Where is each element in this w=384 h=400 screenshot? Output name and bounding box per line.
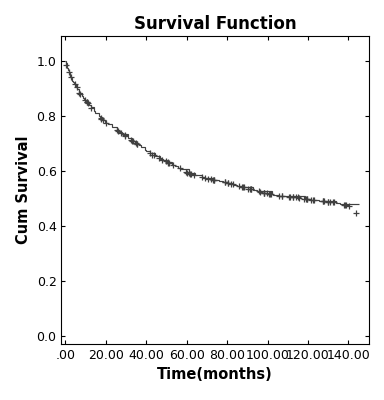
X-axis label: Time(months): Time(months): [157, 368, 273, 382]
Title: Survival Function: Survival Function: [134, 15, 296, 33]
Y-axis label: Cum Survival: Cum Survival: [16, 136, 31, 244]
